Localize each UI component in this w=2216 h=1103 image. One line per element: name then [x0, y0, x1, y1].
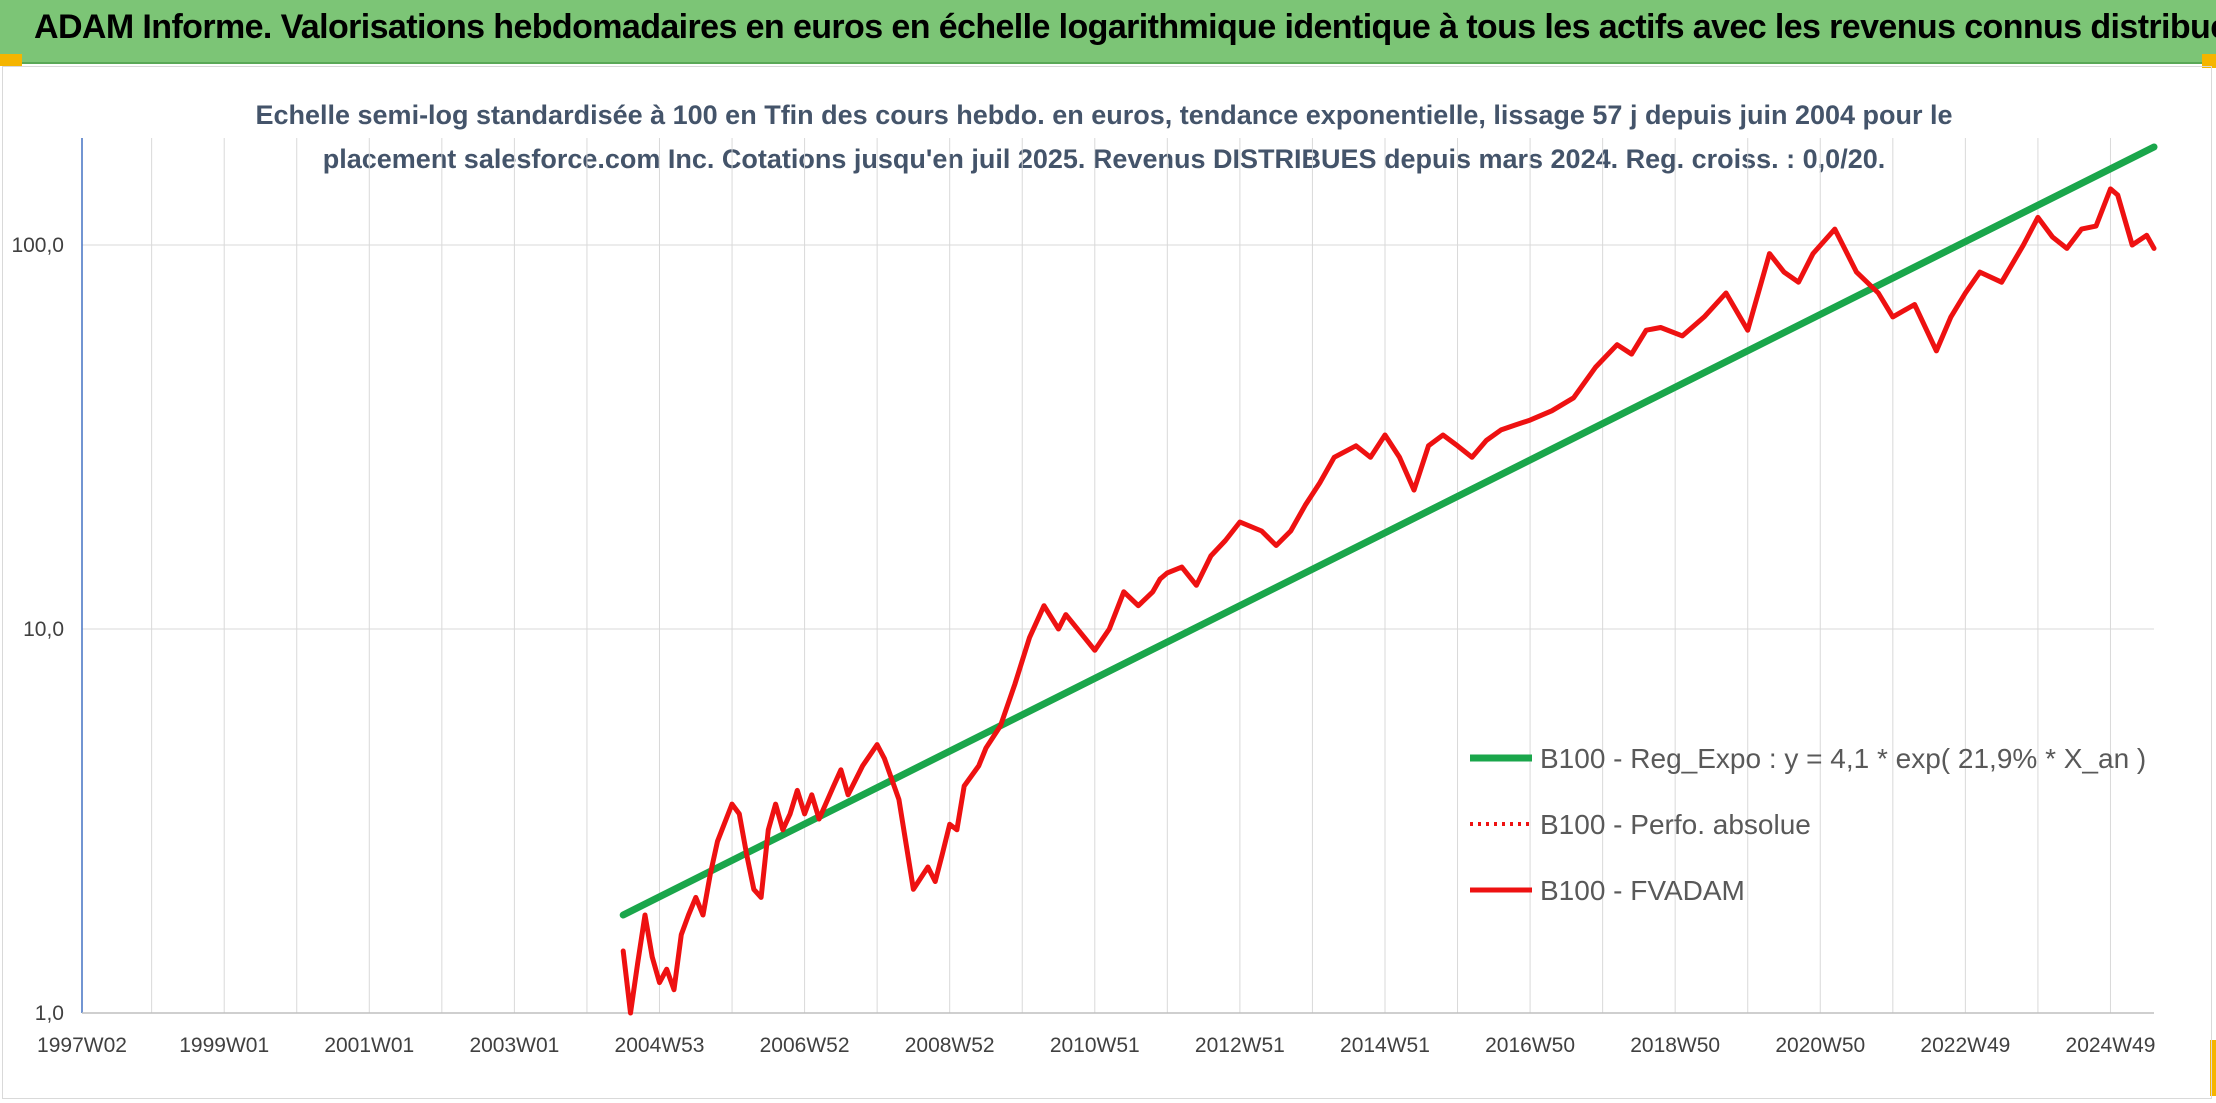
series-group — [619, 143, 2158, 1016]
x-tick-label: 2004W53 — [615, 1034, 705, 1057]
x-tick-label: 2010W51 — [1050, 1034, 1140, 1057]
x-tick-label: 2006W52 — [760, 1034, 850, 1057]
axes — [81, 138, 2154, 1014]
x-tick-label: 2022W49 — [1920, 1034, 2010, 1057]
x-tick-label: 2024W49 — [2066, 1034, 2156, 1057]
legend-label: B100 - Reg_Expo : y = 4,1 * exp( 21,9% *… — [1540, 743, 2146, 774]
corner-accent-bottom-right — [2210, 1040, 2216, 1096]
legend-label: B100 - FVADAM — [1540, 875, 1745, 906]
x-tick-label: 2018W50 — [1630, 1034, 1720, 1057]
x-tick-label: 1999W01 — [179, 1034, 269, 1057]
x-tick-label: 2020W50 — [1775, 1034, 1865, 1057]
series-line-fvadam — [620, 186, 2157, 1016]
chart-subtitle: Echelle semi-log standardisée à 100 en T… — [255, 100, 1952, 174]
corner-accent-top-left — [0, 54, 22, 66]
chart-frame — [2, 66, 2212, 1099]
series-line-trend — [619, 143, 2158, 919]
x-tick-label: 2016W50 — [1485, 1034, 1575, 1057]
grid — [82, 138, 2154, 1014]
chart-subtitle-line-2: placement salesforce.com Inc. Cotations … — [323, 144, 1885, 174]
legend-label: B100 - Perfo. absolue — [1540, 809, 1811, 840]
x-tick-label: 2008W52 — [905, 1034, 995, 1057]
x-tick-label: 1997W02 — [37, 1034, 127, 1057]
corner-accent-top-right — [2202, 54, 2216, 68]
x-axis-ticks: 1997W02 1999W01 2001W01 2003W01 2004W53 2006W… — [37, 1034, 2155, 1057]
y-tick-label: 10,0 — [23, 618, 64, 641]
y-tick-label: 100,0 — [11, 234, 64, 257]
x-tick-label: 2003W01 — [469, 1034, 559, 1057]
banner-title: ADAM Informe. Valorisations hebdomadaire… — [34, 8, 2216, 46]
chart-subtitle-line-1: Echelle semi-log standardisée à 100 en T… — [255, 100, 1952, 130]
x-tick-label: 2001W01 — [324, 1034, 414, 1057]
x-tick-label: 2014W51 — [1340, 1034, 1430, 1057]
legend: B100 - Reg_Expo : y = 4,1 * exp( 21,9% *… — [1470, 743, 2146, 906]
x-tick-label: 2012W51 — [1195, 1034, 1285, 1057]
y-axis-ticks: 1,0 10,0 100,0 — [11, 234, 64, 1025]
y-tick-label: 1,0 — [35, 1002, 64, 1025]
report-banner: ADAM Informe. Valorisations hebdomadaire… — [0, 0, 2216, 64]
